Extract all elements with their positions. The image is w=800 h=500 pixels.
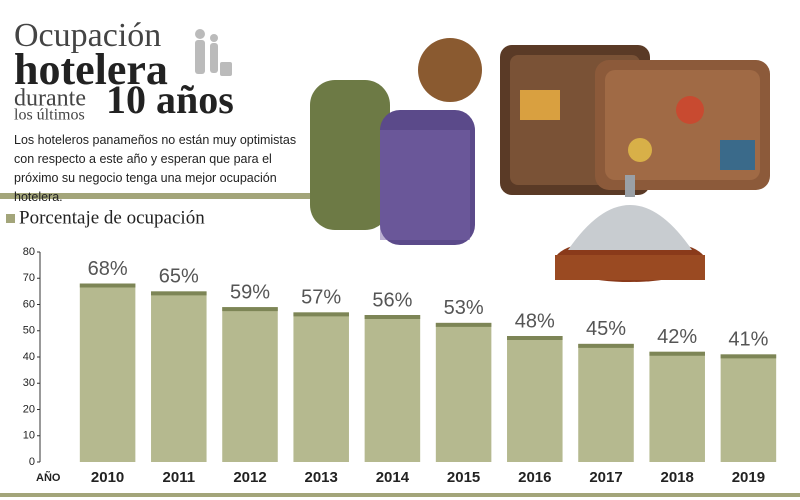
bar	[79, 283, 136, 462]
y-tick-label: 20	[23, 403, 35, 415]
y-tick-label: 70	[23, 272, 35, 284]
divider	[0, 193, 310, 199]
value-label: 59%	[230, 281, 270, 303]
value-label: 42%	[657, 326, 697, 348]
value-label: 53%	[444, 297, 484, 319]
bottom-border	[0, 493, 800, 497]
y-tick-label: 30	[23, 377, 35, 389]
x-axis-label: AÑO	[36, 471, 61, 484]
value-label: 45%	[586, 318, 626, 340]
value-label: 68%	[88, 258, 128, 280]
bar	[578, 343, 634, 462]
value-label: 56%	[372, 289, 412, 311]
title-line: los últimos	[14, 107, 85, 124]
title-line: 10 años	[106, 77, 234, 122]
y-tick-label: 10	[23, 430, 35, 442]
bar-top	[720, 354, 777, 359]
bar	[364, 315, 421, 462]
bar-top	[435, 322, 492, 327]
y-axis-label: Porcentaje de ocupación	[19, 207, 205, 228]
x-tick-label: 2016	[518, 469, 551, 486]
title-line: Ocupación	[14, 17, 161, 54]
x-tick-label: 2018	[661, 469, 694, 486]
bar	[435, 322, 492, 462]
y-tick-label: 60	[23, 298, 35, 310]
illustration	[310, 38, 770, 282]
x-tick-label: 2014	[376, 469, 410, 486]
bar	[720, 354, 777, 462]
value-label: 48%	[515, 310, 555, 332]
x-tick-label: 2010	[91, 469, 124, 486]
bar-top	[649, 351, 705, 356]
x-tick-label: 2011	[163, 469, 196, 486]
y-tick-label: 40	[23, 351, 35, 363]
bar-top	[507, 336, 563, 340]
description: Los hoteleros panameños no están muy opt…	[14, 133, 297, 204]
value-label: 41%	[728, 329, 768, 351]
bar	[222, 307, 278, 462]
bar	[151, 291, 207, 462]
bar-top	[79, 283, 136, 288]
bullet	[6, 214, 15, 223]
bar-top	[293, 312, 349, 317]
bar-top	[151, 291, 207, 296]
title-line: hotelera	[14, 45, 168, 94]
x-tick-label: 2015	[447, 469, 480, 486]
x-tick-label: 2019	[732, 469, 765, 486]
value-label: 65%	[159, 266, 199, 288]
travelers-icon	[195, 29, 232, 76]
bar	[507, 336, 563, 462]
bar	[293, 312, 349, 462]
x-tick-label: 2012	[233, 469, 266, 486]
bar-top	[578, 343, 634, 348]
title-line: durante	[14, 86, 86, 112]
y-tick-label: 80	[23, 246, 35, 258]
value-label: 57%	[301, 287, 341, 309]
y-tick-label: 0	[29, 456, 35, 468]
bar-top	[222, 307, 278, 312]
y-tick-label: 50	[23, 325, 35, 337]
bar	[649, 351, 705, 462]
x-tick-label: 2017	[589, 469, 622, 486]
bar-top	[364, 315, 421, 319]
x-tick-label: 2013	[305, 469, 338, 486]
